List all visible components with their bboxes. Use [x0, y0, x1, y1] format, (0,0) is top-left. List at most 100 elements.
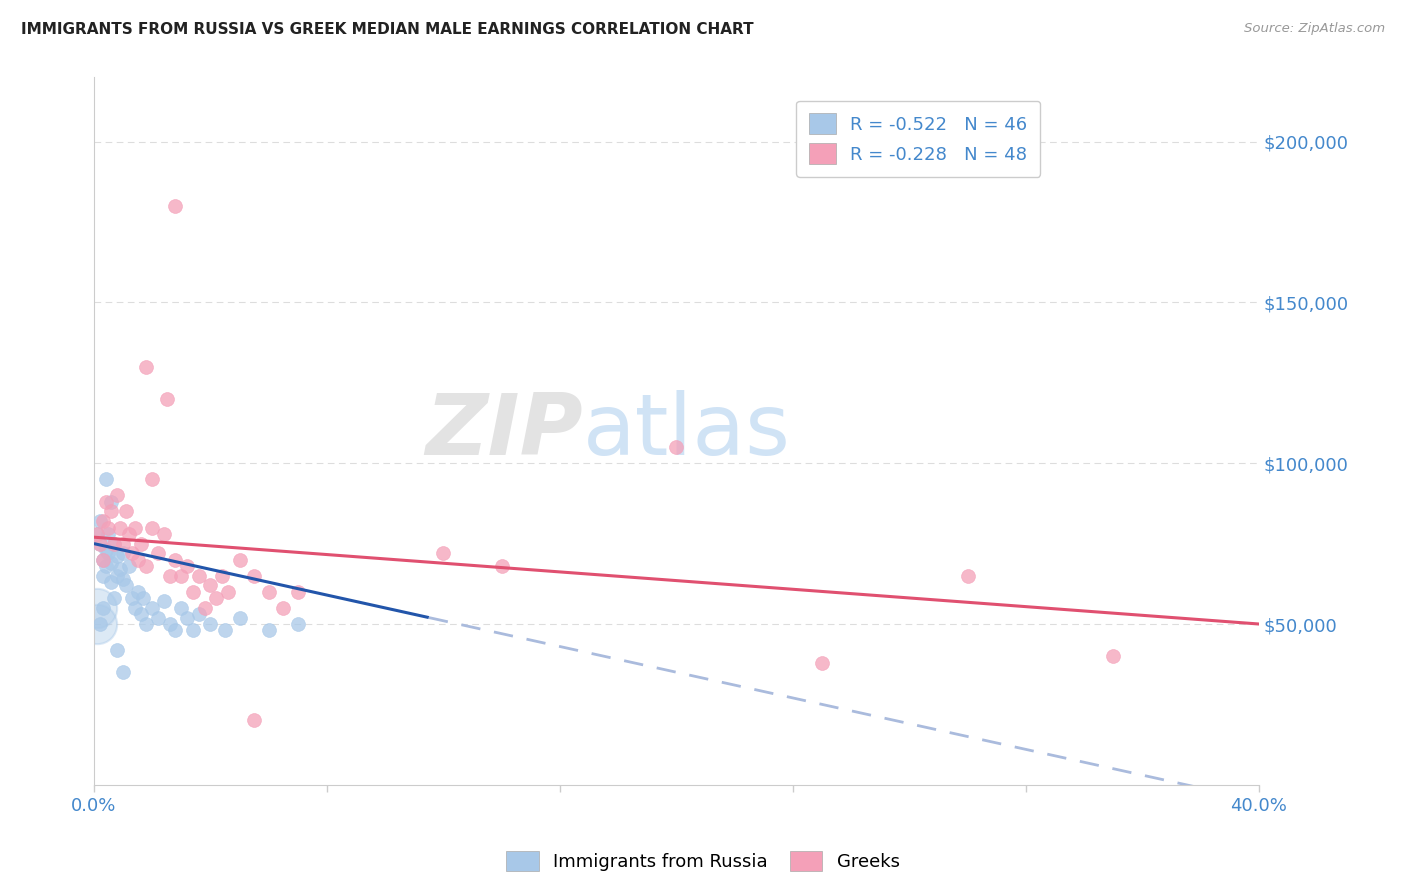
Point [103, 536, 125, 550]
Point [132, 591, 155, 606]
Point [141, 601, 163, 615]
Point [228, 552, 250, 566]
Point [287, 585, 309, 599]
Point [121, 546, 143, 560]
Point [118, 527, 141, 541]
Point [176, 559, 198, 574]
Point [127, 552, 149, 566]
Point [127, 585, 149, 599]
Point [112, 665, 135, 680]
Point [94, 543, 117, 558]
Point [170, 601, 193, 615]
Point [153, 594, 176, 608]
Point [129, 536, 152, 550]
Point [115, 578, 138, 592]
Point [205, 591, 228, 606]
Point [159, 617, 181, 632]
Point [86, 601, 108, 615]
Point [159, 568, 181, 582]
Point [176, 610, 198, 624]
Point [156, 392, 179, 406]
Point [97, 527, 120, 541]
Point [135, 617, 157, 632]
Point [89, 536, 111, 550]
Point [105, 549, 128, 564]
Point [165, 624, 187, 638]
Point [243, 714, 266, 728]
Point [200, 617, 222, 632]
Point [141, 472, 163, 486]
Point [124, 601, 146, 615]
Point [97, 520, 120, 534]
Point [135, 559, 157, 574]
Point [217, 585, 239, 599]
Point [118, 559, 141, 574]
Point [257, 585, 280, 599]
Text: ZIP: ZIP [426, 390, 583, 473]
Point [491, 559, 513, 574]
Text: IMMIGRANTS FROM RUSSIA VS GREEK MEDIAN MALE EARNINGS CORRELATION CHART: IMMIGRANTS FROM RUSSIA VS GREEK MEDIAN M… [21, 22, 754, 37]
Point [86, 527, 108, 541]
Point [146, 546, 169, 560]
Point [100, 504, 122, 518]
Point [91, 514, 114, 528]
Point [153, 527, 176, 541]
Point [124, 520, 146, 534]
Point [135, 359, 157, 374]
Point [112, 546, 135, 560]
Point [141, 520, 163, 534]
Text: atlas: atlas [583, 390, 792, 473]
Point [105, 568, 128, 582]
Point [146, 610, 169, 624]
Point [89, 536, 111, 550]
Point [100, 556, 122, 570]
Point [97, 546, 120, 560]
Point [165, 199, 187, 213]
Point [187, 568, 209, 582]
Point [94, 559, 117, 574]
Point [115, 504, 138, 518]
Text: Source: ZipAtlas.com: Source: ZipAtlas.com [1244, 22, 1385, 36]
Point [91, 568, 114, 582]
Point [94, 472, 117, 486]
Legend: Immigrants from Russia, Greeks: Immigrants from Russia, Greeks [499, 844, 907, 879]
Point [181, 624, 204, 638]
Point [243, 568, 266, 582]
Point [257, 624, 280, 638]
Point [112, 572, 135, 586]
Point [1102, 649, 1125, 664]
Point [103, 591, 125, 606]
Point [956, 568, 979, 582]
Point [108, 520, 131, 534]
Point [187, 607, 209, 622]
Point [121, 591, 143, 606]
Point [170, 568, 193, 582]
Point [811, 656, 834, 670]
Point [91, 552, 114, 566]
Point [108, 562, 131, 576]
Point [105, 642, 128, 657]
Point [200, 578, 222, 592]
Point [103, 536, 125, 550]
Point [100, 575, 122, 590]
Legend: R = -0.522   N = 46, R = -0.228   N = 48: R = -0.522 N = 46, R = -0.228 N = 48 [796, 101, 1040, 177]
Point [211, 568, 233, 582]
Point [432, 546, 454, 560]
Point [129, 607, 152, 622]
Point [89, 514, 111, 528]
Point [214, 624, 236, 638]
Point [91, 552, 114, 566]
Point [181, 585, 204, 599]
Point [112, 536, 135, 550]
Point [665, 440, 688, 454]
Point [91, 601, 114, 615]
Point [94, 495, 117, 509]
Point [194, 601, 217, 615]
Point [86, 527, 108, 541]
Point [105, 488, 128, 502]
Point [89, 617, 111, 632]
Point [228, 610, 250, 624]
Point [287, 617, 309, 632]
Point [100, 495, 122, 509]
Point [271, 601, 294, 615]
